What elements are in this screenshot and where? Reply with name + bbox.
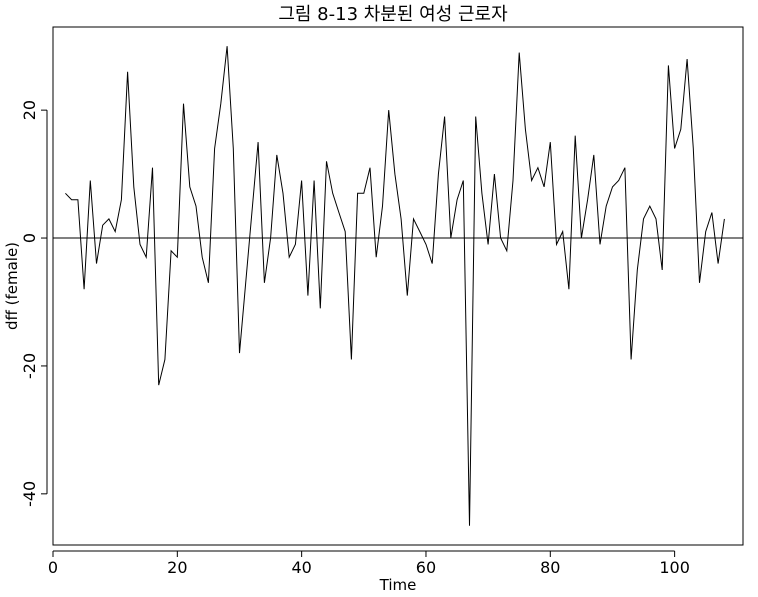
y-axis-label: dff (female) (3, 242, 21, 330)
x-axis: 0 20 40 60 80 100 (48, 550, 690, 577)
x-tick-label: 80 (540, 558, 560, 577)
y-axis: -40 -20 0 20 (20, 100, 48, 507)
x-tick-label: 40 (291, 558, 311, 577)
x-axis-label: Time (379, 576, 417, 594)
plot-frame (52, 26, 744, 546)
chart-title: 그림 8-13 차분된 여성 근로자 (278, 4, 508, 25)
y-tick-label: 0 (20, 233, 39, 243)
y-tick-label: -40 (20, 481, 39, 507)
x-tick-label: 0 (48, 558, 58, 577)
x-tick-label: 100 (659, 558, 690, 577)
x-tick-label: 60 (416, 558, 436, 577)
y-tick-label: -20 (20, 353, 39, 379)
x-tick-label: 20 (167, 558, 187, 577)
series-line-female-diff (65, 46, 725, 526)
y-tick-label: 20 (20, 100, 39, 120)
